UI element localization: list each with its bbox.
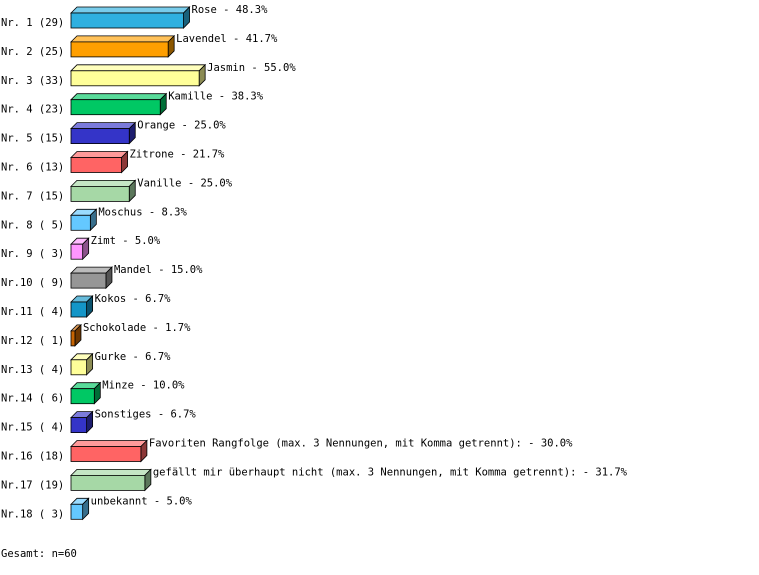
row-label: Nr. 9 ( 3) [1, 248, 64, 260]
bar-top [70, 440, 148, 447]
row-label: Nr. 2 (25) [1, 46, 64, 58]
row-label: Nr.11 ( 4) [1, 306, 64, 318]
bar-label: Lavendel - 41.7% [176, 33, 278, 45]
row-label: Nr.10 ( 9) [1, 277, 64, 289]
bar [70, 185, 130, 202]
bar-label: Mandel - 15.0% [114, 264, 203, 276]
bar-label: Rose - 48.3% [192, 4, 269, 16]
row-label: Nr.13 ( 4) [1, 364, 64, 376]
bar [70, 446, 142, 462]
row-label: Nr. 5 (15) [1, 133, 64, 145]
bar-label: Favoriten Rangfolge (max. 3 Nennungen, m… [149, 438, 573, 450]
bar-label: Jasmin - 55.0% [207, 62, 296, 74]
bar-top [70, 35, 176, 43]
row-label: Nr. 3 (33) [1, 75, 64, 87]
row-label: Nr. 6 (13) [1, 162, 64, 174]
bar [70, 70, 200, 87]
row-label: Nr.17 (19) [1, 479, 64, 491]
bar [70, 99, 161, 116]
bar [70, 128, 130, 145]
bar [70, 301, 88, 318]
bar [70, 503, 84, 520]
bar-label: gefällt mir überhaupt nicht (max. 3 Nenn… [153, 466, 628, 478]
bar-top [70, 266, 113, 274]
row-label: Nr.14 ( 6) [1, 393, 64, 405]
footer: Gesamt: n=60 [1, 548, 77, 560]
bar [70, 157, 122, 173]
row-label: Nr. 8 ( 5) [1, 219, 64, 231]
bar-top [70, 179, 137, 187]
bar [70, 474, 146, 491]
row-label: Nr.18 ( 3) [1, 508, 64, 520]
bar-label: Kokos - 6.7% [95, 293, 172, 305]
bar-top [70, 6, 191, 14]
bar [70, 41, 169, 58]
bar-label: Gurke - 6.7% [95, 351, 172, 363]
row-label: Nr. 7 (15) [1, 190, 64, 202]
bar [70, 417, 88, 434]
bar-label: Moschus - 8.3% [98, 206, 187, 218]
bar [70, 243, 84, 260]
bar-label: Vanille - 25.0% [137, 177, 233, 189]
row-label: Nr.16 (18) [1, 451, 64, 463]
bar-top [70, 468, 152, 476]
row-label: Nr. 1 (29) [1, 17, 64, 29]
bar-label: Sonstiges - 6.7% [95, 409, 197, 421]
bar-label: Schokolade - 1.7% [83, 322, 191, 334]
bar-label: unbekannt - 5.0% [91, 495, 193, 507]
row-label: Nr.12 ( 1) [1, 335, 64, 347]
bar [70, 214, 91, 231]
row-label: Nr. 4 (23) [1, 104, 64, 116]
bar-top [70, 151, 129, 158]
bar-label: Kamille - 38.3% [168, 91, 264, 103]
bar-top [70, 64, 207, 72]
bar [70, 330, 76, 347]
bar-top [70, 93, 168, 101]
bar-label: Orange - 25.0% [137, 120, 226, 132]
bar-label: Minze - 10.0% [102, 380, 185, 392]
bar [70, 388, 95, 405]
bar-label: Zitrone - 21.7% [130, 149, 226, 161]
bar [70, 359, 88, 376]
bar [70, 272, 107, 289]
bar-top [70, 122, 137, 130]
row-label: Nr.15 ( 4) [1, 422, 64, 434]
bar [70, 12, 184, 29]
bar-label: Zimt - 5.0% [91, 235, 161, 247]
